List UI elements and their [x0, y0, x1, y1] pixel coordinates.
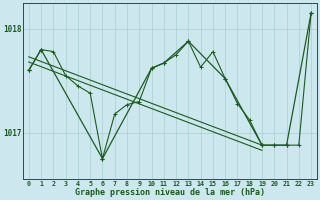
X-axis label: Graphe pression niveau de la mer (hPa): Graphe pression niveau de la mer (hPa) [75, 188, 265, 197]
